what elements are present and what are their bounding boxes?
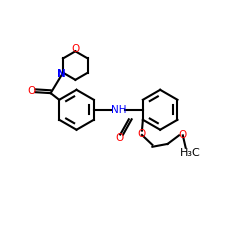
Text: N: N [57, 69, 66, 79]
Text: H₃C: H₃C [180, 148, 201, 158]
Text: O: O [27, 86, 36, 96]
Text: O: O [138, 130, 146, 140]
Text: O: O [71, 44, 80, 54]
Text: O: O [115, 133, 124, 143]
Text: NH: NH [110, 105, 126, 115]
Text: O: O [179, 130, 187, 140]
